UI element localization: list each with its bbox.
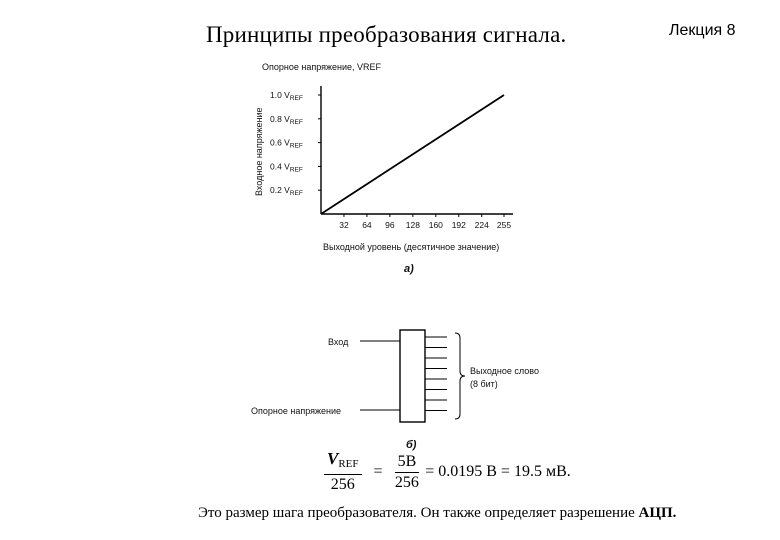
- vref-subscript: REF: [338, 458, 359, 470]
- figure-b-caption: б): [406, 439, 417, 451]
- fraction-5v: 5В 256: [394, 453, 420, 492]
- figure-a: Опорное напряжение, VREF Входное напряже…: [254, 62, 513, 275]
- x-ticks: 32 64 96 128 160 192 224 255: [339, 214, 511, 230]
- x-axis-label: Выходной уровень (десятичное значение): [323, 242, 499, 252]
- x-tick-label: 192: [452, 220, 466, 230]
- fraction-vref-denominator: 256: [330, 476, 355, 493]
- output-word-label: Выходное слово: [470, 366, 539, 376]
- x-tick-label: 224: [475, 220, 489, 230]
- output-bit-lines: [425, 336, 447, 411]
- y-tick-label: 0.4 VREF: [270, 161, 303, 173]
- y-ticks: 1.0 VREF 0.8 VREF 0.6 VREF 0.4 VREF 0.2 VREF: [270, 90, 321, 197]
- fraction-5v-denominator: 256: [394, 473, 419, 491]
- transfer-line: [320, 94, 505, 215]
- fraction-vref: VREF 256: [324, 450, 362, 494]
- figure-a-caption: а): [404, 263, 414, 275]
- x-tick-label: 128: [406, 220, 420, 230]
- resolution-note-text: Это размер шага преобразователя. Он такж…: [198, 505, 635, 521]
- vref-symbol: V: [327, 449, 339, 468]
- output-bits-label: (8 бит): [470, 379, 498, 389]
- y-tick-label: 0.8 VREF: [270, 114, 303, 126]
- output-brace: [454, 332, 466, 420]
- y-tick-label: 0.6 VREF: [270, 138, 303, 150]
- reference-input-label: Опорное напряжение: [251, 406, 341, 416]
- lecture-number: Лекция 8: [669, 22, 736, 39]
- x-tick-label: 160: [429, 220, 443, 230]
- y-axis-label: Входное напряжение: [254, 108, 264, 197]
- x-tick-label: 64: [362, 220, 372, 230]
- x-tick-label: 255: [497, 220, 511, 230]
- page-title: Принципы преобразования сигнала.: [206, 22, 567, 47]
- x-tick-label: 96: [385, 220, 395, 230]
- resolution-note-emphasis: АЦП.: [638, 505, 677, 521]
- y-tick-label: 1.0 VREF: [270, 90, 303, 102]
- x-tick-label: 32: [339, 220, 349, 230]
- formula-result: = 0.0195 В = 19.5 мВ.: [425, 463, 571, 480]
- fraction-5v-numerator: 5В: [394, 453, 420, 473]
- y-tick-label: 0.2 VREF: [270, 185, 303, 197]
- step-size-formula: VREF 256 = 5В 256 = 0.0195 В = 19.5 мВ.: [318, 450, 571, 494]
- figure-b: Вход Опорное напряжение Выходное слово (…: [251, 329, 539, 451]
- resolution-note: Это размер шага преобразователя. Он такж…: [198, 505, 676, 522]
- input-label: Вход: [328, 337, 349, 347]
- reference-voltage-label: Опорное напряжение, VREF: [262, 62, 382, 72]
- adc-block: [399, 329, 426, 423]
